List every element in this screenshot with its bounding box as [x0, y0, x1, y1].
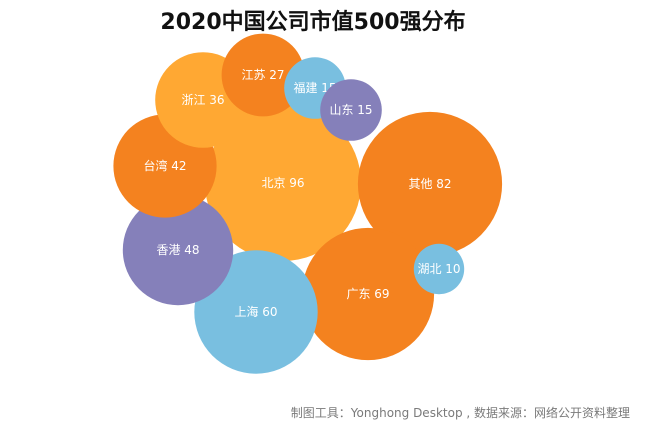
bubble-circle-9[interactable] [320, 79, 382, 141]
bubble-label-10: 湖北 10 [417, 261, 460, 276]
bubble-label-2: 广东 69 [346, 287, 389, 301]
bubble-label-8: 福建 15 [293, 80, 336, 95]
bubble-label-9: 山东 15 [329, 103, 372, 117]
bubble-1[interactable]: 其他 82 [357, 111, 503, 257]
bubble-circle-10[interactable] [413, 243, 465, 295]
bubble-3[interactable]: 上海 60 [194, 250, 318, 374]
bubble-circle-7[interactable] [221, 33, 305, 117]
bubble-label-4: 香港 48 [156, 243, 199, 257]
bubble-label-7: 江苏 27 [241, 68, 284, 82]
bubble-4[interactable]: 香港 48 [122, 194, 234, 306]
chart-title: 2020中国公司市值500强分布 [160, 10, 466, 35]
bubble-circle-2[interactable] [301, 227, 435, 361]
bubble-label-3: 上海 60 [234, 304, 277, 319]
bubble-0[interactable]: 北京 96 [205, 105, 361, 261]
bubble-2[interactable]: 广东 69 [301, 227, 435, 361]
footer-credit: 制图工具：Yonghong Desktop , 数据来源：网络公开资料整理 [290, 406, 630, 420]
bubble-circle-3[interactable] [194, 250, 318, 374]
bubble-circle-4[interactable] [122, 194, 234, 306]
bubble-10[interactable]: 湖北 10 [413, 243, 465, 295]
bubble-label-5: 台湾 42 [143, 158, 186, 173]
bubble-9[interactable]: 山东 15 [320, 79, 382, 141]
bubble-label-1: 其他 82 [408, 177, 451, 191]
bubble-label-0: 北京 96 [261, 176, 304, 190]
bubble-label-6: 浙江 36 [181, 93, 224, 107]
bubble-circle-0[interactable] [205, 105, 361, 261]
bubble-7[interactable]: 江苏 27 [221, 33, 305, 117]
bubble-circle-1[interactable] [357, 111, 503, 257]
